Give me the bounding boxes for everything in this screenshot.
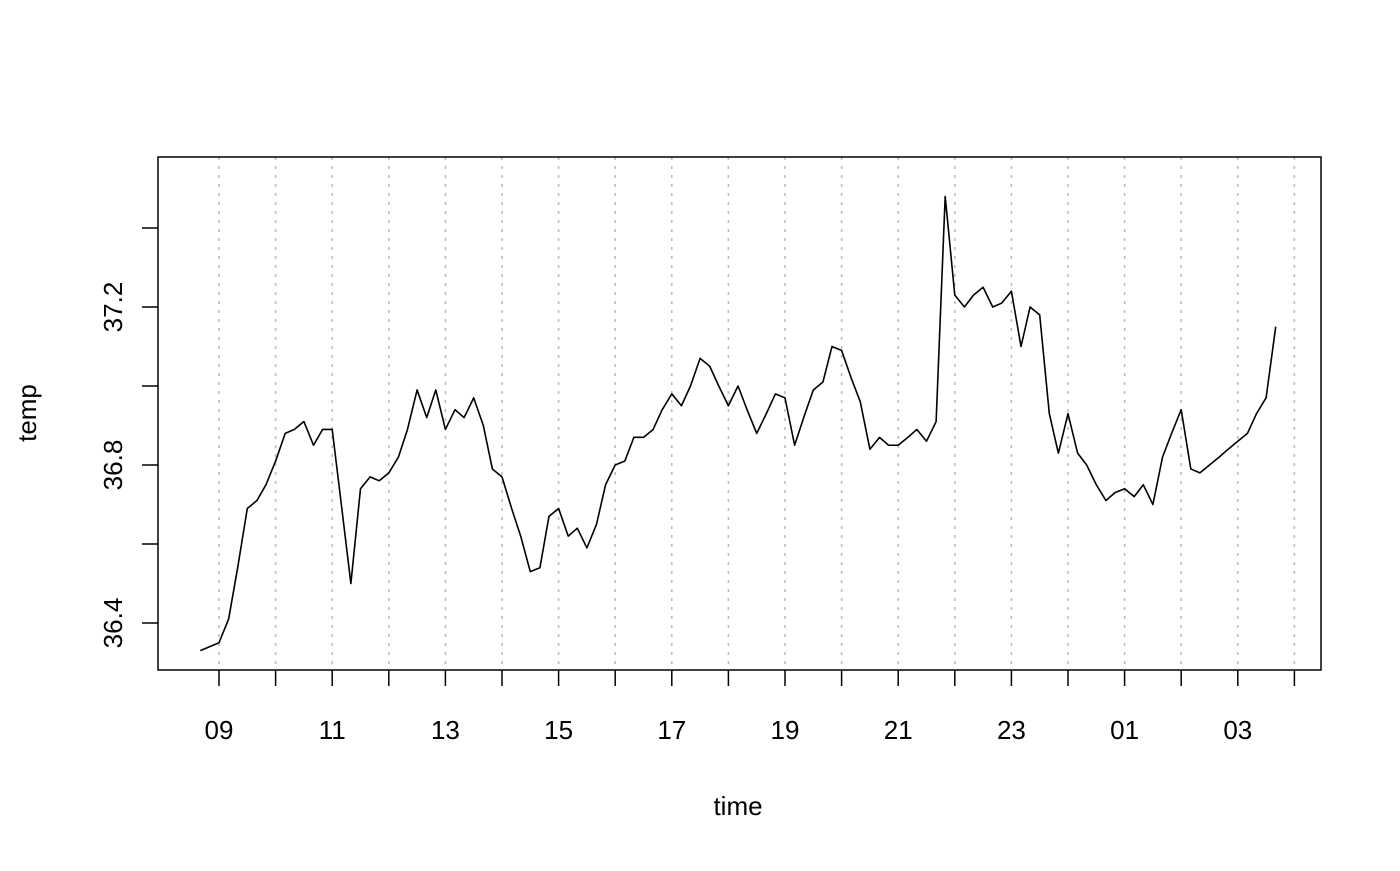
x-tick-label: 09 — [205, 715, 234, 745]
y-tick-label: 36.8 — [98, 440, 128, 491]
x-tick-label: 23 — [997, 715, 1026, 745]
x-tick-label: 17 — [657, 715, 686, 745]
x-tick-label: 19 — [771, 715, 800, 745]
plot-frame — [157, 156, 1322, 671]
x-tick-label: 21 — [884, 715, 913, 745]
y-tick-label: 36.4 — [98, 598, 128, 649]
x-axis-label: time — [713, 791, 762, 821]
x-tick-label: 03 — [1223, 715, 1252, 745]
vertical-grid-lines — [218, 157, 1296, 670]
x-tick-label: 11 — [319, 715, 346, 745]
x-tick-label: 01 — [1110, 715, 1139, 745]
x-tick-label: 13 — [431, 715, 460, 745]
y-tick-label: 37.2 — [98, 282, 128, 333]
x-tick-label: 15 — [544, 715, 573, 745]
x-axis: 09 11 13 15 17 19 21 23 01 03 — [205, 670, 1296, 745]
y-axis-label: temp — [12, 384, 42, 442]
temperature-series-line — [200, 195, 1277, 652]
y-axis: 36.4 36.8 37.2 — [98, 227, 158, 649]
